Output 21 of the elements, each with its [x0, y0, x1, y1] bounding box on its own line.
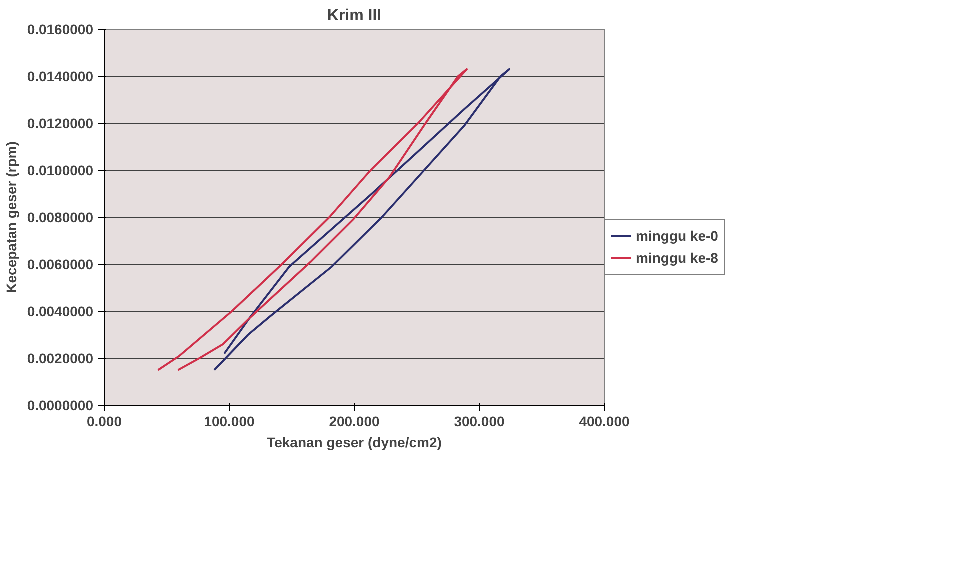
y-tick-label: 0.0040000 — [27, 304, 94, 320]
y-tick-label: 0.0120000 — [27, 116, 94, 132]
y-tick-label: 0.0060000 — [27, 256, 94, 272]
y-tick-label: 0.0100000 — [27, 162, 94, 178]
x-tick-label: 200.000 — [329, 414, 380, 430]
chart-title: Krim III — [327, 8, 382, 24]
y-tick-label: 0.0080000 — [27, 210, 94, 226]
line-series — [214, 68, 510, 372]
x-tick-label: 300.000 — [454, 414, 506, 430]
legend-label: minggu ke-8 — [636, 250, 718, 266]
y-tick-label: 0.0160000 — [27, 22, 94, 38]
y-axis-title: Kecepatan geser (rpm) — [3, 142, 20, 294]
legend-label: minggu ke-0 — [636, 228, 718, 244]
line-series — [157, 68, 468, 372]
x-tick-label: 100.000 — [204, 414, 256, 430]
x-tick-label: 400.000 — [579, 414, 630, 430]
y-tick-label: 0.0000000 — [27, 398, 94, 414]
y-tick-label: 0.0020000 — [27, 350, 94, 366]
y-tick-label: 0.0140000 — [27, 68, 94, 84]
x-axis-title: Tekanan geser (dyne/cm2) — [267, 434, 442, 450]
x-tick-label: 0.000 — [86, 414, 122, 430]
